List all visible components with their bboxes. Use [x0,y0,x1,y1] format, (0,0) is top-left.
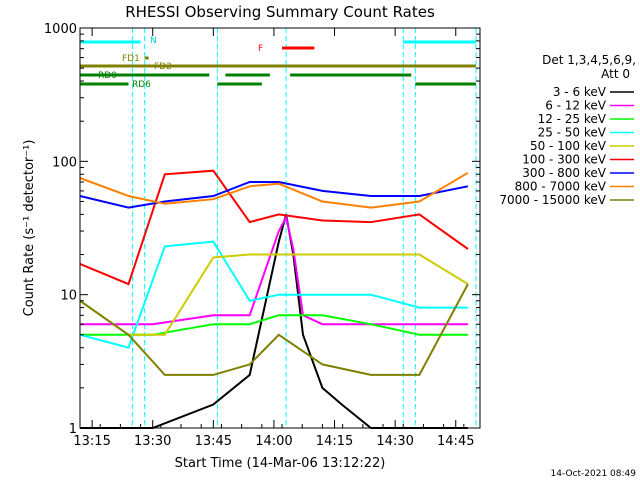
legend-label-3: 25 - 50 keV [538,126,607,140]
series-line-2 [80,314,468,336]
legend-label-4: 50 - 100 keV [530,139,607,153]
series-line-7 [79,171,469,209]
x-tick-label-0: 13:15 [73,434,110,449]
legend-label-8: 7000 - 15000 keV [499,193,606,207]
flag-label-fd2: FD2 [154,62,172,72]
series-line-1 [80,214,468,326]
x-axis-label: Start Time (14-Mar-06 13:12:22) [175,456,386,471]
plot-frame [79,27,481,429]
flag-label-rd0: RD0 [98,71,117,81]
x-tick-label-4: 14:15 [316,434,353,449]
y-tick-label-0: 1 [69,422,77,437]
y-tick-label-2: 100 [52,155,77,170]
flag-label-night: N [150,36,157,46]
flag-label-flare: F [258,44,263,54]
legend-label-2: 12 - 25 keV [538,112,607,126]
x-tick-label-3: 14:00 [255,434,292,449]
legend-label-6: 300 - 800 keV [522,166,606,180]
chart-title: RHESSI Observing Summary Count Rates [125,3,435,21]
timestamp: 14-Oct-2021 08:49 [551,469,637,479]
y-tick-label-3: 1000 [44,22,77,37]
series-line-8 [79,283,469,376]
legend-label-1: 6 - 12 keV [545,99,607,113]
legend-header-1: Det 1,3,4,5,6,9, [542,53,636,67]
flag-label-rd6: RD6 [132,80,151,90]
y-axis-label: Count Rate (s⁻¹ detector⁻¹) [22,140,37,317]
axes: 1 10 100 1000 13:15 13:30 13:45 14:00 14:15 14:30… [44,22,481,449]
x-tick-label-5: 14:30 [376,434,413,449]
series-line-3 [79,240,468,349]
flag-label-fd1: FD1 [122,54,140,64]
legend-label-7: 800 - 7000 keV [515,180,607,194]
y-tick-label-1: 10 [60,289,77,304]
x-tick-label-6: 14:45 [437,434,474,449]
x-tick-label-2: 13:45 [195,434,232,449]
series-line-6 [79,181,469,209]
x-tick-label-1: 13:30 [134,434,171,449]
series-line-5 [79,169,469,286]
legend-header-2: Att 0 [601,67,630,81]
series-line-4 [79,253,469,336]
legend-label-0: 3 - 6 keV [553,85,607,99]
legend-label-5: 100 - 300 keV [522,153,606,167]
